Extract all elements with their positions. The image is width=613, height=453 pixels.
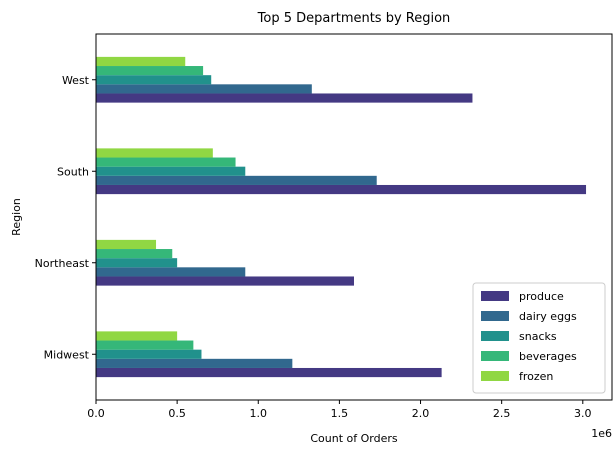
x-tick-label: 1.0 — [250, 407, 268, 420]
chart-title: Top 5 Departments by Region — [257, 11, 451, 26]
plot-frame — [95, 33, 613, 401]
bar-dairy-eggs-south — [96, 175, 377, 185]
bar-beverages-northeast — [96, 249, 173, 259]
bars-group — [96, 56, 587, 378]
x-tick-label: 2.5 — [493, 407, 511, 420]
bar-produce-west — [96, 93, 473, 103]
x-axis: 0.0 0.5 1.0 1.5 2.0 2.5 3.0 — [87, 400, 592, 420]
legend-label: beverages — [519, 350, 577, 363]
bar-frozen-midwest — [96, 331, 178, 341]
legend-label: produce — [519, 290, 564, 303]
x-axis-multiplier: 1e6 — [591, 427, 612, 440]
bar-snacks-west — [96, 75, 212, 85]
bar-produce-northeast — [96, 276, 354, 286]
bar-produce-midwest — [96, 367, 442, 378]
bar-produce-south — [96, 184, 587, 195]
legend-swatch-dairy-eggs — [481, 311, 509, 321]
y-tick-label: West — [62, 74, 90, 87]
bar-snacks-northeast — [96, 258, 178, 268]
y-tick-label: Midwest — [44, 348, 90, 361]
legend-swatch-frozen — [481, 371, 509, 381]
x-tick-label: 1.5 — [331, 407, 349, 420]
legend-label: snacks — [519, 330, 557, 343]
x-tick-label: 2.0 — [412, 407, 430, 420]
legend-swatch-snacks — [481, 331, 509, 341]
bar-dairy-eggs-west — [96, 84, 312, 94]
bar-frozen-northeast — [96, 239, 157, 250]
bar-snacks-south — [96, 166, 246, 176]
legend-swatch-beverages — [481, 351, 509, 361]
x-axis-label: Count of Orders — [310, 432, 398, 445]
legend-swatch-produce — [481, 291, 509, 301]
bar-snacks-midwest — [96, 349, 202, 359]
bar-frozen-south — [96, 148, 213, 158]
x-tick-label: 3.0 — [574, 407, 592, 420]
bar-frozen-west — [96, 56, 186, 67]
y-axis-label: Region — [10, 198, 23, 236]
legend: produce dairy eggs snacks beverages frozen — [472, 282, 606, 394]
bar-beverages-midwest — [96, 340, 194, 350]
bar-dairy-eggs-northeast — [96, 267, 246, 277]
x-tick-label: 0.0 — [87, 407, 105, 420]
bar-dairy-eggs-midwest — [96, 358, 293, 368]
bar-beverages-west — [96, 66, 204, 76]
bar-beverages-south — [96, 157, 236, 167]
legend-box — [472, 282, 606, 394]
legend-label: frozen — [519, 370, 553, 383]
y-tick-label: South — [57, 165, 89, 178]
y-tick-label: Northeast — [35, 257, 90, 270]
legend-label: dairy eggs — [519, 310, 577, 323]
y-axis: Midwest Northeast South West — [35, 74, 96, 361]
x-tick-label: 0.5 — [168, 407, 186, 420]
